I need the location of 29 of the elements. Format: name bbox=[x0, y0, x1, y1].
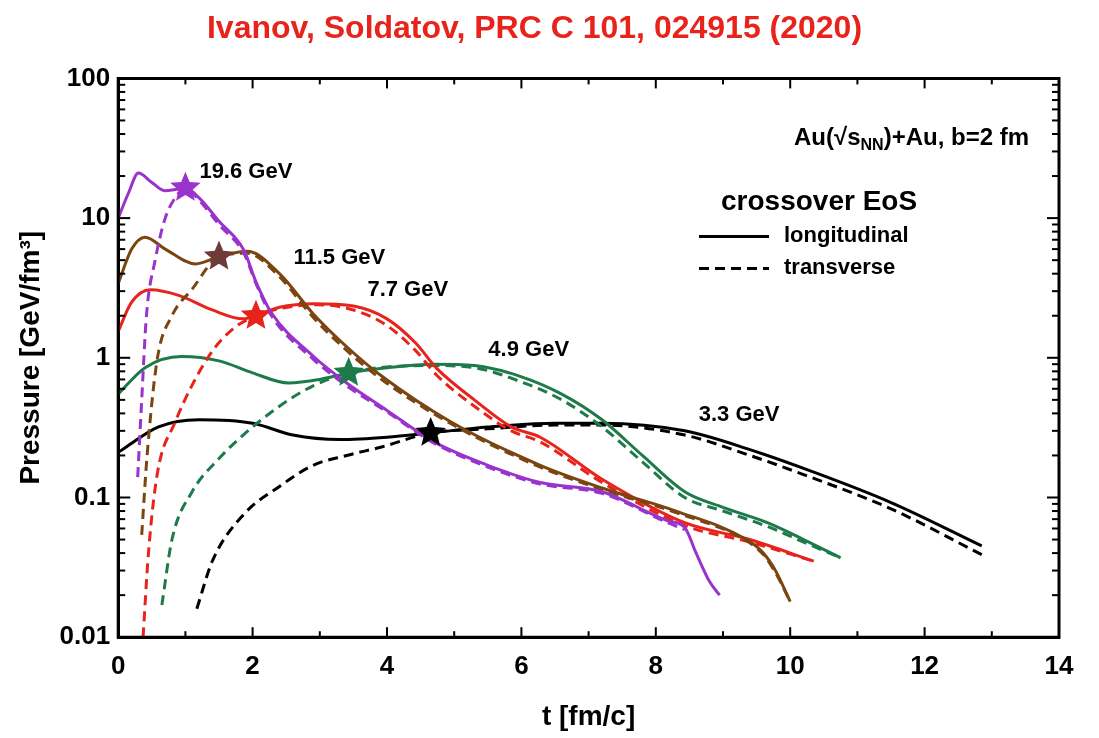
point bbox=[203, 240, 235, 270]
annotation: 19.6 GeV bbox=[199, 157, 293, 183]
legend-title: crossover EoS bbox=[721, 185, 918, 217]
x-tick-label: 0 bbox=[110, 649, 126, 680]
x-tick-label: 6 bbox=[514, 649, 529, 680]
x-axis-title: t [fm/c] bbox=[541, 699, 636, 731]
x-tick-label: 12 bbox=[910, 649, 940, 680]
annotation: 11.5 GeV bbox=[293, 243, 386, 269]
legend-label: transverse bbox=[784, 254, 896, 280]
y-axis-title: Pressure [GeV/fm³] bbox=[13, 230, 45, 485]
annotation: 7.7 GeV bbox=[367, 276, 449, 302]
y-tick-label: 0.01 bbox=[59, 620, 111, 651]
legend-label: longitudinal bbox=[784, 222, 909, 248]
point bbox=[170, 171, 201, 201]
y-tick-label: 10 bbox=[81, 201, 111, 232]
annotation: 3.3 GeV bbox=[698, 400, 780, 426]
point bbox=[333, 356, 364, 386]
point bbox=[415, 416, 446, 446]
point bbox=[240, 299, 272, 329]
chart-title: Ivanov, Soldatov, PRC C 101, 024915 (2020) bbox=[206, 9, 863, 46]
y-tick-label: 1 bbox=[95, 340, 111, 371]
annotation: 4.9 GeV bbox=[488, 335, 570, 361]
x-tick-label: 8 bbox=[648, 649, 664, 680]
x-tick-label: 2 bbox=[245, 649, 260, 680]
y-tick-label: 100 bbox=[66, 61, 111, 92]
x-tick-label: 14 bbox=[1044, 649, 1074, 680]
x-tick-label: 4 bbox=[379, 649, 395, 680]
y-tick-label: 0.1 bbox=[74, 480, 111, 511]
x-tick-label: 10 bbox=[775, 649, 805, 680]
